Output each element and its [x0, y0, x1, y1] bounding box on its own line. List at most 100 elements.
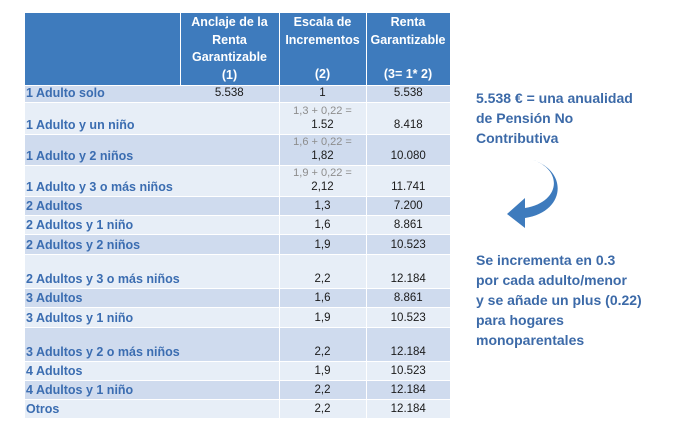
anclaje-cell — [180, 380, 280, 400]
anclaje-cell — [180, 196, 280, 216]
income-table: Anclaje de la Renta Garantizable (1) Esc… — [25, 13, 451, 419]
header-line: Incrementos — [285, 32, 360, 47]
header-line: Escala de — [293, 15, 352, 29]
escala-value: 1,3 — [314, 200, 331, 212]
table-row: Otros 2,2 12.184 — [25, 399, 450, 419]
escala-cell: 1,6 — [279, 215, 367, 235]
escala-value: 1,9 — [314, 365, 331, 377]
table-row: 2 Adultos y 3 o más niños 2,2 12.184 — [25, 254, 450, 289]
row-label: 1 Adulto y 2 niños — [25, 134, 180, 166]
curved-arrow-down-left-icon — [507, 160, 558, 228]
escala-cell: 1,6 + 0,22 = 1,82 — [279, 134, 367, 166]
escala-value: 1.52 — [311, 119, 334, 131]
row-label: 3 Adultos y 2 o más niños — [25, 327, 180, 362]
renta-cell: 12.184 — [366, 327, 450, 362]
table-row: 2 Adultos y 1 niño 1,6 8.861 — [25, 215, 450, 235]
renta-cell: 11.741 — [366, 165, 450, 197]
renta-cell: 10.523 — [366, 361, 450, 381]
escala-cell: 1,9 — [279, 307, 367, 328]
increment-note: Se incrementa en 0.3 por cada adulto/men… — [476, 250, 691, 350]
escala-cell: 1,3 — [279, 196, 367, 216]
anclaje-cell: 5.538 — [180, 85, 280, 103]
header-corner — [25, 13, 181, 86]
escala-value: 2,2 — [314, 384, 331, 396]
header-line: Renta — [212, 32, 247, 47]
table-row: 4 Adultos 1,9 10.523 — [25, 361, 450, 381]
renta-cell: 8.418 — [366, 102, 450, 135]
header-line: (3= 1* 2) — [383, 67, 433, 81]
renta-cell: 8.861 — [366, 288, 450, 308]
anclaje-cell — [180, 288, 280, 308]
formula-note: 1,9 + 0,22 = — [293, 167, 352, 179]
escala-value: 2,12 — [311, 181, 334, 193]
row-label: 2 Adultos y 3 o más niños — [25, 254, 180, 289]
formula-note: 1,3 + 0,22 = — [293, 105, 352, 117]
anclaje-cell — [180, 134, 280, 166]
anclaje-cell — [180, 215, 280, 235]
escala-value: 1,6 — [314, 292, 331, 304]
table-row: 3 Adultos y 2 o más niños 2,2 12.184 — [25, 327, 450, 362]
table-header-row: Anclaje de la Renta Garantizable (1) Esc… — [25, 13, 451, 86]
anclaje-cell — [180, 234, 280, 255]
escala-cell: 1,9 — [279, 361, 367, 381]
renta-cell: 10.080 — [366, 134, 450, 166]
row-label: Otros — [25, 399, 180, 419]
table-row: 1 Adulto solo 5.538 1 5.538 — [25, 85, 450, 103]
row-label: 3 Adultos — [25, 288, 180, 308]
renta-cell: 12.184 — [366, 254, 450, 289]
formula-note: 1,6 + 0,22 = — [293, 136, 352, 148]
escala-cell: 2,2 — [279, 254, 367, 289]
renta-cell: 8.861 — [366, 215, 450, 235]
anclaje-cell — [180, 361, 280, 381]
escala-value: 1,9 — [314, 312, 331, 324]
renta-cell: 10.523 — [366, 234, 450, 255]
renta-cell: 5.538 — [366, 85, 450, 103]
header-anclaje: Anclaje de la Renta Garantizable (1) — [180, 13, 280, 86]
note-line: y se añade un plus (0.22) — [476, 292, 642, 308]
note-line: por cada adulto/menor — [476, 272, 627, 288]
anclaje-cell — [180, 307, 280, 328]
table-body: 1 Adulto solo 5.538 1 5.538 1 Adulto y un ni… — [25, 85, 450, 419]
escala-cell: 1 — [279, 85, 367, 103]
escala-value: 2,2 — [314, 273, 331, 285]
escala-value: 2,2 — [314, 403, 331, 415]
annual-pension-note: 5.538 € = una anualidad de Pensión No Co… — [476, 88, 691, 148]
header-line: (1) — [221, 67, 238, 82]
row-label: 2 Adultos — [25, 196, 180, 216]
header-renta: Renta Garantizable (3= 1* 2) — [366, 13, 451, 86]
row-label: 1 Adulto y 3 o más niños — [25, 165, 180, 197]
escala-cell: 2,2 — [279, 399, 367, 419]
header-line: Garantizable — [370, 32, 446, 47]
anclaje-cell — [180, 327, 280, 362]
anclaje-cell — [180, 254, 280, 289]
renta-cell: 12.184 — [366, 399, 450, 419]
header-line: Renta — [390, 15, 426, 29]
renta-cell: 10.523 — [366, 307, 450, 328]
note-line: monoparentales — [476, 332, 585, 348]
escala-cell: 1,9 + 0,22 = 2,12 — [279, 165, 367, 197]
table-row: 1 Adulto y 3 o más niños 1,9 + 0,22 = 2,12… — [25, 165, 450, 197]
note-line: Se incrementa en 0.3 — [476, 252, 616, 268]
escala-value: 1,82 — [311, 150, 334, 162]
anclaje-cell — [180, 165, 280, 197]
note-line: de Pensión No — [476, 110, 574, 126]
escala-value: 1,9 — [314, 239, 331, 251]
renta-cell: 12.184 — [366, 380, 450, 400]
table-row: 1 Adulto y un niño 1,3 + 0,22 = 1.52 8.418 — [25, 102, 450, 135]
header-line: (2) — [314, 67, 331, 81]
anclaje-cell — [180, 399, 280, 419]
table-row: 1 Adulto y 2 niños 1,6 + 0,22 = 1,82 10.080 — [25, 134, 450, 166]
table-row: 3 Adultos y 1 niño 1,9 10.523 — [25, 307, 450, 328]
escala-value: 2,2 — [314, 346, 331, 358]
header-line: Anclaje de la — [191, 15, 268, 29]
header-escala: Escala de Incrementos (2) — [279, 13, 367, 86]
escala-cell: 2,2 — [279, 380, 367, 400]
escala-cell: 1,3 + 0,22 = 1.52 — [279, 102, 367, 135]
anclaje-cell — [180, 102, 280, 135]
row-label: 4 Adultos y 1 niño — [25, 380, 180, 400]
table-row: 2 Adultos y 2 niños 1,9 10.523 — [25, 234, 450, 255]
table-row: 2 Adultos 1,3 7.200 — [25, 196, 450, 216]
row-label: 4 Adultos — [25, 361, 180, 381]
table-row: 4 Adultos y 1 niño 2,2 12.184 — [25, 380, 450, 400]
escala-value: 1,6 — [314, 219, 331, 231]
